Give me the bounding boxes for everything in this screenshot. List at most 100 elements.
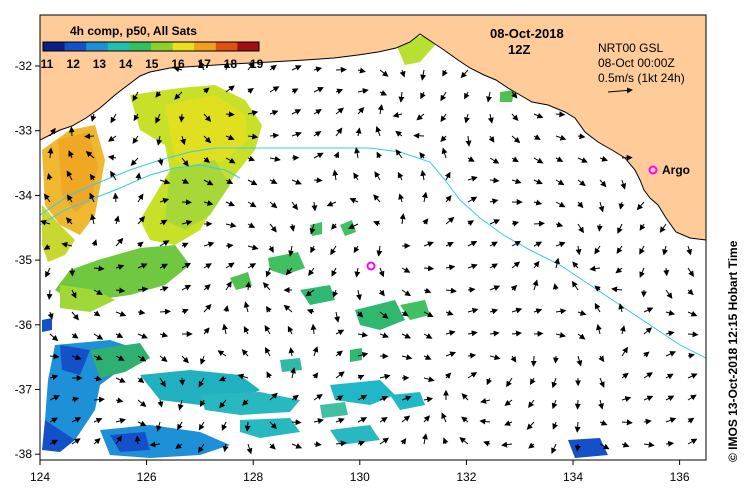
current-vector <box>245 281 252 291</box>
current-vector <box>247 61 255 71</box>
current-vector <box>310 245 316 254</box>
current-vector <box>71 438 81 445</box>
current-vector <box>353 245 360 254</box>
current-vector <box>643 418 652 425</box>
current-vector <box>335 395 344 402</box>
current-vector <box>467 330 478 337</box>
current-vector <box>262 282 271 291</box>
current-vector <box>269 443 276 450</box>
current-vector <box>488 135 495 143</box>
current-vector <box>533 112 544 119</box>
current-vector <box>489 308 499 315</box>
current-vector <box>49 353 60 360</box>
y-tick-label: -38 <box>15 447 33 461</box>
current-vector <box>47 311 54 320</box>
current-vector <box>225 157 236 164</box>
current-vector <box>156 421 162 432</box>
current-vector <box>379 417 388 423</box>
current-vector <box>687 310 698 317</box>
current-vector <box>392 111 403 118</box>
current-vector <box>225 222 237 228</box>
current-vector <box>665 289 673 299</box>
current-vector <box>357 374 365 381</box>
current-vector <box>333 151 340 159</box>
current-vector <box>687 288 694 296</box>
current-vector <box>93 396 105 403</box>
colorbar-tick-label: 14 <box>119 57 133 71</box>
current-vector <box>639 223 646 231</box>
current-vector <box>313 394 323 401</box>
current-vector <box>401 289 411 297</box>
current-vector <box>551 377 558 389</box>
current-vector <box>643 395 654 402</box>
current-vector <box>155 113 161 124</box>
current-vector <box>203 303 212 313</box>
current-vector <box>335 329 345 336</box>
current-vector <box>159 178 171 185</box>
current-vector <box>84 133 95 140</box>
current-vector <box>159 286 169 292</box>
current-vector <box>577 201 584 209</box>
current-vector <box>289 223 296 232</box>
current-vector <box>49 439 59 446</box>
map-frame <box>39 14 707 461</box>
current-vector <box>511 330 522 337</box>
current-vector <box>376 245 383 257</box>
current-vector <box>137 309 146 316</box>
current-vector <box>330 245 337 256</box>
current-vector <box>444 372 452 379</box>
current-vector <box>47 147 54 159</box>
current-vector <box>265 306 272 313</box>
current-vector <box>594 245 601 255</box>
current-vector <box>620 179 627 190</box>
current-vector <box>501 441 513 448</box>
current-vector <box>179 377 186 386</box>
current-vector <box>71 396 80 403</box>
y-tick-label: -36 <box>15 318 33 332</box>
current-vector <box>157 399 164 408</box>
current-vector <box>85 151 95 159</box>
current-vector <box>242 399 249 406</box>
current-vector <box>335 440 347 447</box>
current-vector <box>66 170 73 181</box>
current-vector <box>222 323 228 335</box>
colorbar-segment <box>172 42 195 51</box>
current-vector <box>401 395 412 402</box>
current-vector <box>420 169 427 181</box>
current-vector <box>551 443 557 454</box>
current-vector <box>71 417 82 423</box>
current-vector <box>489 263 499 270</box>
current-vector <box>269 110 279 116</box>
current-vector <box>665 330 675 337</box>
current-vector <box>530 377 536 386</box>
current-vector <box>589 265 601 272</box>
current-vector <box>305 289 315 297</box>
current-vector <box>401 354 413 361</box>
current-vector <box>89 173 96 181</box>
current-vector <box>115 397 124 404</box>
current-vector <box>665 373 674 380</box>
current-vector <box>181 262 192 269</box>
current-vector <box>395 130 403 137</box>
current-vector <box>511 156 519 163</box>
y-tick-label: -34 <box>15 188 33 202</box>
colorbar-segment <box>237 42 260 51</box>
current-vector <box>247 244 259 251</box>
current-vector <box>241 349 249 357</box>
argo-marker-ocean <box>366 261 376 271</box>
current-vector <box>313 441 322 448</box>
current-vector <box>313 130 322 137</box>
current-vector <box>332 169 339 181</box>
current-vector <box>134 435 141 445</box>
current-vector <box>246 443 253 455</box>
current-vector <box>177 399 184 411</box>
current-vector <box>461 416 469 423</box>
colorbar-tick-label: 19 <box>250 57 264 71</box>
current-vector <box>311 201 318 212</box>
current-vector <box>504 420 513 426</box>
current-vector <box>621 396 632 402</box>
colorbar-tick-label: 13 <box>93 57 107 71</box>
current-vector <box>378 267 385 278</box>
current-vector <box>137 263 148 269</box>
